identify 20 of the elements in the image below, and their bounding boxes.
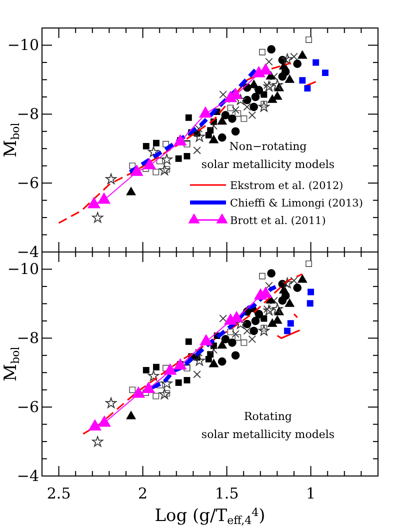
x-tick-label: 1.5	[214, 484, 239, 503]
annotation: Rotating	[244, 410, 292, 423]
x-axis-title: Log (g/T$_{eff,4}$$^{4}$)	[154, 506, 266, 528]
x-tick-label: 1	[306, 484, 316, 503]
legend-label: Chieffi & Limongi (2013)	[230, 198, 363, 210]
y-tick-label: −8	[16, 328, 39, 347]
legend-label: Brott et al. (2011)	[230, 215, 326, 227]
x-tick-label: 2.5	[46, 484, 71, 503]
y-tick-label: −10	[7, 36, 39, 54]
annotation: Non−rotating	[229, 140, 307, 153]
y-tick-label: −6	[16, 398, 39, 416]
annotation: solar metallicity models	[201, 428, 335, 441]
legend-label: Ekstrom et al. (2012)	[230, 180, 344, 192]
annotation: solar metallicity models	[201, 158, 335, 171]
y-tick-label: −4	[16, 466, 39, 485]
y-tick-label: −10	[7, 260, 39, 278]
x-tick-label: 2	[138, 484, 148, 503]
y-tick-label: −6	[16, 174, 39, 192]
y-tick-label: −4	[16, 242, 39, 261]
y-tick-label: −8	[16, 104, 39, 123]
